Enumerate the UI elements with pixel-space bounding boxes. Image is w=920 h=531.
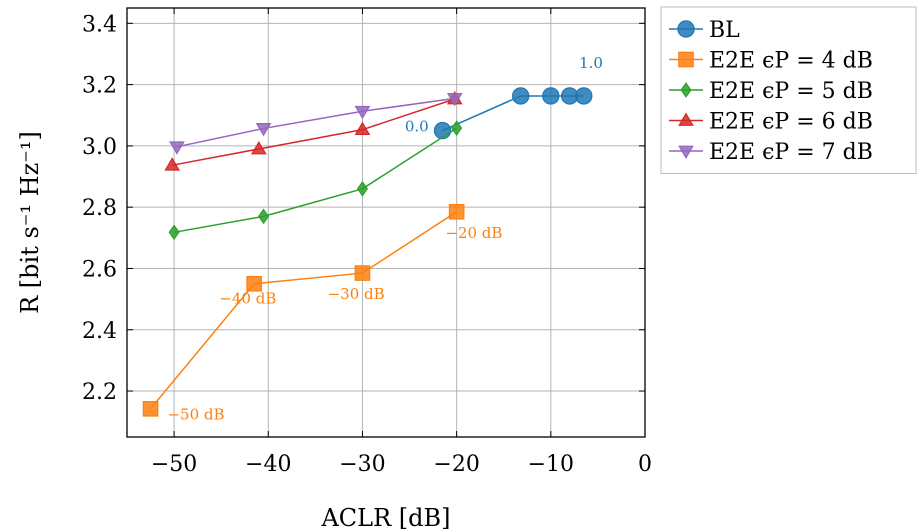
legend-marker xyxy=(678,112,694,126)
y-tick-label: 3.4 xyxy=(82,12,117,37)
x-axis-label: ACLR [dB] xyxy=(320,504,450,531)
y-tick-label: 3.0 xyxy=(82,135,117,160)
x-tick-label: −10 xyxy=(528,452,574,477)
series-line xyxy=(172,98,455,166)
y-axis-label: R [bit s⁻¹ Hz⁻¹] xyxy=(16,131,44,314)
data-annotation: −30 dB xyxy=(328,285,385,303)
data-point xyxy=(354,121,371,136)
data-point xyxy=(575,87,593,105)
data-point xyxy=(246,275,262,292)
y-tick-label: 2.4 xyxy=(82,319,117,344)
data-point xyxy=(448,203,465,220)
series-4 xyxy=(169,92,463,155)
data-point xyxy=(251,140,267,155)
data-point xyxy=(542,87,560,105)
annotations: 1.0 0.0 −20 dB −30 dB −40 dB −50 dB xyxy=(167,54,602,424)
series-line xyxy=(176,97,455,148)
data-annotation: −40 dB xyxy=(219,290,276,308)
data-point xyxy=(354,105,371,120)
data-point xyxy=(169,141,185,155)
x-tick-label: −40 xyxy=(245,452,291,477)
series-line xyxy=(173,127,458,234)
axis-ticks: −50 −40 −30 −20 −10 0 2.2 2.4 2.6 2.8 3.0 3.2 3.4 xyxy=(82,8,652,477)
data-annotation: 1.0 xyxy=(579,54,603,72)
legend-label: BL xyxy=(709,18,740,43)
legend-entry: E2E ϵP = 7 dB xyxy=(669,140,873,165)
plot-area-frame xyxy=(126,7,646,438)
data-point xyxy=(356,180,368,197)
legend-entry: E2E ϵP = 4 dB xyxy=(669,49,873,74)
legend-label: E2E ϵP = 7 dB xyxy=(709,140,873,165)
series-1 xyxy=(142,203,465,417)
legend-label: E2E ϵP = 4 dB xyxy=(709,49,873,74)
series-layer xyxy=(142,87,593,417)
series-line xyxy=(149,211,458,410)
data-annotation: 0.0 xyxy=(405,117,429,135)
x-tick-label: −50 xyxy=(151,452,197,477)
legend-label: E2E ϵP = 5 dB xyxy=(709,79,873,104)
legend-label: E2E ϵP = 6 dB xyxy=(709,110,873,135)
legend-marker xyxy=(678,145,694,159)
legend-box xyxy=(660,6,917,174)
data-point xyxy=(433,121,452,140)
series-2 xyxy=(168,120,463,241)
series-line xyxy=(442,95,584,132)
y-tick-label: 2.6 xyxy=(82,257,117,282)
data-point xyxy=(164,157,181,171)
legend-marker xyxy=(677,20,695,38)
x-tick-label: −20 xyxy=(433,452,479,477)
legend-entry: E2E ϵP = 5 dB xyxy=(669,79,873,104)
legend-entry: BL xyxy=(669,18,740,43)
legend-marker xyxy=(678,51,694,68)
legend-entry: E2E ϵP = 6 dB xyxy=(669,110,873,135)
y-tick-label: 2.8 xyxy=(82,196,117,221)
legend: BL E2E ϵP = 4 dB E2E ϵP = 5 dB E2E ϵP = 6 d… xyxy=(660,6,917,174)
data-point xyxy=(511,87,530,105)
x-tick-label: −30 xyxy=(339,452,385,477)
series-0 xyxy=(433,87,593,140)
data-point xyxy=(142,401,159,417)
data-point xyxy=(354,265,371,281)
data-point xyxy=(168,224,180,241)
data-point xyxy=(446,92,463,107)
legend-marker xyxy=(680,82,692,98)
data-annotation: −50 dB xyxy=(167,406,224,424)
x-tick-label: 0 xyxy=(638,452,652,477)
y-tick-label: 3.2 xyxy=(82,74,117,99)
data-annotation: −20 dB xyxy=(445,224,502,242)
data-point xyxy=(258,208,270,225)
y-tick-label: 2.2 xyxy=(82,380,117,405)
data-point xyxy=(451,120,463,136)
grid xyxy=(127,8,646,437)
data-point xyxy=(255,123,272,137)
